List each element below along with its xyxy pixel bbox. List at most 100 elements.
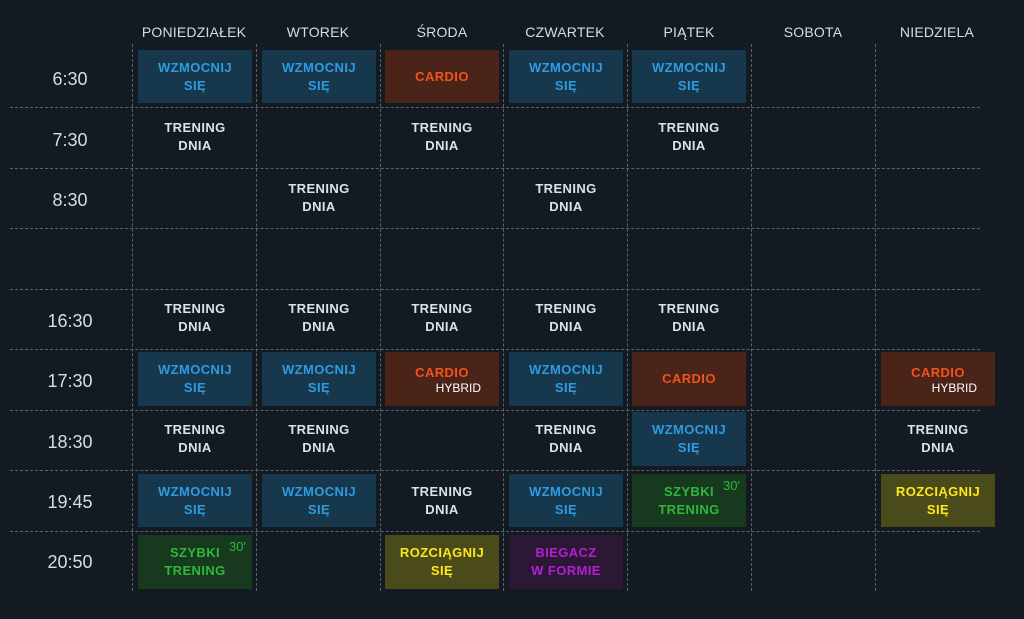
class-title: DNIA bbox=[302, 199, 336, 214]
class-title: ROZCIĄGNIJ bbox=[399, 545, 485, 560]
class-trening-dnia[interactable]: TRENING DNIA bbox=[509, 412, 623, 466]
class-wzmocnij-sie[interactable]: WZMOCNIJ SIĘ bbox=[262, 474, 376, 527]
class-title: SIĘ bbox=[554, 77, 578, 93]
class-title: SIĘ bbox=[183, 77, 207, 93]
class-title: WZMOCNIJ bbox=[652, 59, 726, 75]
class-wzmocnij-sie[interactable]: WZMOCNIJ SIĘ bbox=[138, 352, 252, 406]
class-wzmocnij-sie[interactable]: WZMOCNIJ SIĘ bbox=[509, 50, 623, 103]
column-divider bbox=[132, 44, 133, 591]
class-title: WZMOCNIJ bbox=[282, 59, 356, 75]
class-cardio-hybrid[interactable]: CARDIO HYBRID bbox=[881, 352, 995, 406]
column-divider bbox=[751, 44, 752, 591]
class-szybki-trening[interactable]: 30' SZYBKI TRENING bbox=[632, 474, 746, 527]
class-wzmocnij-sie[interactable]: WZMOCNIJ SIĘ bbox=[509, 474, 623, 527]
class-title: WZMOCNIJ bbox=[529, 483, 603, 499]
class-title: SIĘ bbox=[183, 380, 207, 395]
row-divider bbox=[10, 289, 980, 290]
class-title: TRENING bbox=[535, 301, 597, 316]
class-trening-dnia[interactable]: TRENING DNIA bbox=[138, 291, 252, 345]
class-title: CARDIO bbox=[415, 68, 469, 84]
class-trening-dnia[interactable]: TRENING DNIA bbox=[509, 291, 623, 345]
day-header-tuesday: WTOREK bbox=[286, 24, 350, 40]
class-cardio-hybrid[interactable]: CARDIO HYBRID bbox=[385, 352, 499, 406]
class-title: DNIA bbox=[302, 319, 336, 334]
class-duration: 30' bbox=[229, 539, 246, 554]
class-trening-dnia[interactable]: TRENING DNIA bbox=[262, 412, 376, 466]
column-divider bbox=[503, 44, 504, 591]
class-title: TRENING bbox=[164, 422, 226, 437]
class-title: DNIA bbox=[302, 440, 336, 455]
class-title: DNIA bbox=[425, 319, 459, 334]
day-header-monday: PONIEDZIAŁEK bbox=[141, 24, 247, 40]
class-title: SIĘ bbox=[183, 501, 207, 517]
class-trening-dnia[interactable]: TRENING DNIA bbox=[262, 171, 376, 225]
class-title: TRENING bbox=[411, 483, 473, 499]
row-divider bbox=[10, 228, 980, 229]
time-label-0630: 6:30 bbox=[52, 69, 88, 89]
class-title: DNIA bbox=[425, 138, 459, 153]
class-trening-dnia[interactable]: TRENING DNIA bbox=[881, 412, 995, 466]
class-szybki-trening[interactable]: 30' SZYBKI TRENING bbox=[138, 535, 252, 589]
class-title: TRENING bbox=[535, 422, 597, 437]
class-title: WZMOCNIJ bbox=[529, 362, 603, 377]
class-title: TRENING bbox=[164, 563, 226, 578]
class-biegacz-w-formie[interactable]: BIEGACZ W FORMIE bbox=[509, 535, 623, 589]
class-trening-dnia[interactable]: TRENING DNIA bbox=[385, 110, 499, 164]
class-title: TRENING bbox=[164, 120, 226, 135]
class-title: WZMOCNIJ bbox=[282, 362, 356, 377]
class-rozciagnij-sie[interactable]: ROZCIĄGNIJ SIĘ bbox=[881, 474, 995, 527]
class-wzmocnij-sie[interactable]: WZMOCNIJ SIĘ bbox=[632, 50, 746, 103]
class-title: SIĘ bbox=[307, 501, 331, 517]
class-title: WZMOCNIJ bbox=[282, 483, 356, 499]
class-title: DNIA bbox=[921, 440, 955, 455]
class-title: SIĘ bbox=[307, 380, 331, 395]
class-title: CARDIO bbox=[911, 364, 965, 380]
class-title: TRENING bbox=[411, 301, 473, 316]
class-title: SZYBKI bbox=[169, 545, 221, 560]
class-title: WZMOCNIJ bbox=[652, 422, 726, 437]
class-title: TRENING bbox=[535, 181, 597, 196]
class-trening-dnia[interactable]: TRENING DNIA bbox=[138, 412, 252, 466]
column-divider bbox=[256, 44, 257, 591]
class-title: CARDIO bbox=[415, 364, 469, 380]
class-rozciagnij-sie[interactable]: ROZCIĄGNIJ SIĘ bbox=[385, 535, 499, 589]
row-divider bbox=[10, 470, 980, 471]
class-title: SIĘ bbox=[554, 380, 578, 395]
class-wzmocnij-sie[interactable]: WZMOCNIJ SIĘ bbox=[262, 352, 376, 406]
class-wzmocnij-sie[interactable]: WZMOCNIJ SIĘ bbox=[138, 50, 252, 103]
class-trening-dnia[interactable]: TRENING DNIA bbox=[632, 110, 746, 164]
class-wzmocnij-sie[interactable]: WZMOCNIJ SIĘ bbox=[632, 412, 746, 466]
class-wzmocnij-sie[interactable]: WZMOCNIJ SIĘ bbox=[262, 50, 376, 103]
class-title: SIĘ bbox=[926, 501, 950, 517]
class-title: DNIA bbox=[549, 199, 583, 214]
class-trening-dnia[interactable]: TRENING DNIA bbox=[262, 291, 376, 345]
column-divider bbox=[380, 44, 381, 591]
class-trening-dnia[interactable]: TRENING DNIA bbox=[632, 291, 746, 345]
class-title: ROZCIĄGNIJ bbox=[895, 483, 981, 499]
class-trening-dnia[interactable]: TRENING DNIA bbox=[385, 474, 499, 527]
class-title: DNIA bbox=[549, 319, 583, 334]
class-title: SZYBKI bbox=[663, 483, 715, 499]
class-trening-dnia[interactable]: TRENING DNIA bbox=[138, 110, 252, 164]
class-cardio[interactable]: CARDIO bbox=[632, 352, 746, 406]
time-label-0730: 7:30 bbox=[52, 130, 88, 150]
row-divider bbox=[10, 531, 980, 532]
time-label-1730: 17:30 bbox=[47, 371, 93, 391]
class-cardio[interactable]: CARDIO bbox=[385, 50, 499, 103]
class-trening-dnia[interactable]: TRENING DNIA bbox=[385, 291, 499, 345]
class-title: DNIA bbox=[549, 440, 583, 455]
class-trening-dnia[interactable]: TRENING DNIA bbox=[509, 171, 623, 225]
class-wzmocnij-sie[interactable]: WZMOCNIJ SIĘ bbox=[509, 352, 623, 406]
class-title: WZMOCNIJ bbox=[529, 59, 603, 75]
class-title: SIĘ bbox=[677, 77, 701, 93]
row-divider bbox=[10, 168, 980, 169]
class-title: TRENING bbox=[288, 181, 350, 196]
row-divider bbox=[10, 107, 980, 108]
class-title: TRENING bbox=[411, 120, 473, 135]
class-title: TRENING bbox=[907, 422, 969, 437]
class-wzmocnij-sie[interactable]: WZMOCNIJ SIĘ bbox=[138, 474, 252, 527]
class-duration: 30' bbox=[723, 478, 740, 493]
class-title: DNIA bbox=[425, 501, 459, 517]
class-subtitle: HYBRID bbox=[931, 380, 977, 395]
class-title: DNIA bbox=[178, 440, 212, 455]
